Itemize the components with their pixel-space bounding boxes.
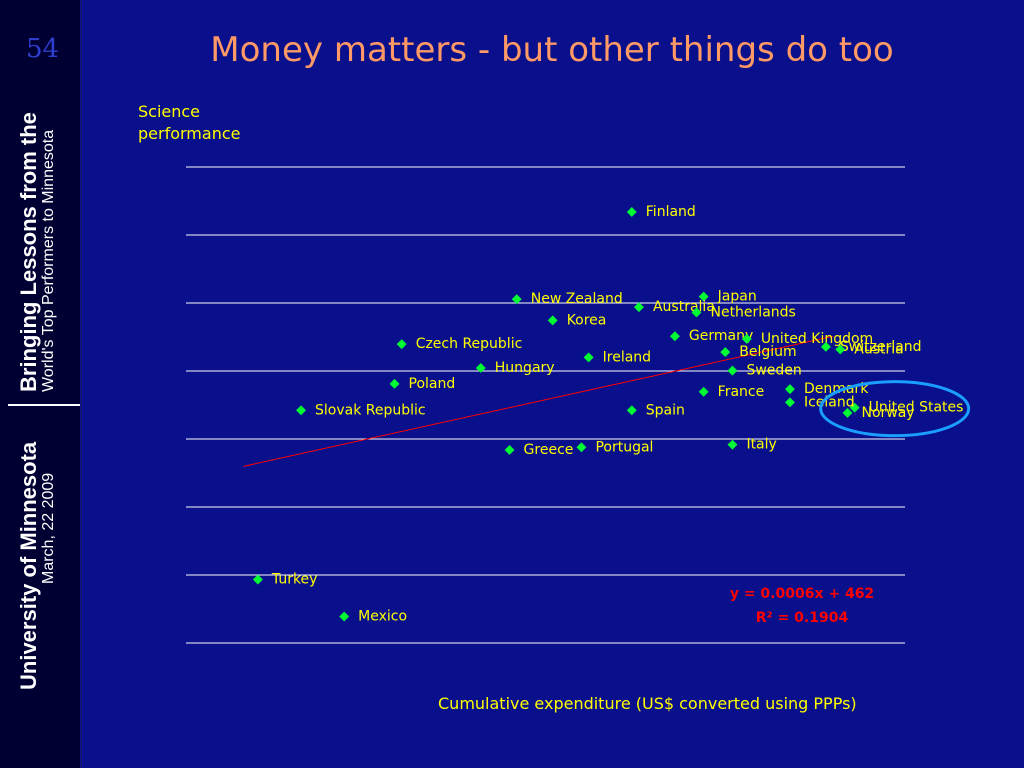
- data-point: [626, 405, 637, 416]
- data-point: [576, 442, 587, 453]
- data-label: Ireland: [603, 349, 651, 365]
- data-label: United States: [869, 400, 964, 416]
- data-point: [511, 294, 522, 305]
- slide-title: Money matters - but other things do too: [210, 30, 894, 70]
- data-point: [296, 405, 306, 416]
- trendline: [243, 335, 834, 467]
- data-point: [583, 352, 594, 363]
- data-label: Mexico: [358, 609, 407, 625]
- data-label: Austria: [854, 341, 903, 357]
- trendline-r2: R² = 0.1904: [756, 610, 849, 626]
- data-label: Czech Republic: [416, 336, 523, 352]
- data-label: Sweden: [746, 363, 801, 379]
- data-point: [842, 407, 853, 418]
- sidebar-separator: [8, 404, 80, 406]
- data-point: [727, 439, 738, 450]
- data-label: Australia: [653, 299, 715, 315]
- slide-number: 54: [26, 34, 60, 64]
- data-point: [669, 331, 680, 342]
- data-label: Turkey: [271, 572, 318, 588]
- data-label: Iceland: [804, 394, 855, 410]
- data-point: [698, 386, 709, 397]
- sidebar: [0, 0, 80, 768]
- data-point: [504, 445, 515, 455]
- x-axis-label: Cumulative expenditure (US$ converted us…: [438, 694, 857, 713]
- data-point: [720, 347, 731, 358]
- data-label: Greece: [524, 442, 574, 458]
- data-point: [252, 574, 263, 585]
- data-label: United Kingdom: [761, 331, 873, 347]
- data-label: Germany: [689, 328, 753, 344]
- data-label: Hungary: [495, 360, 555, 376]
- data-point: [475, 363, 486, 373]
- data-point: [389, 378, 400, 389]
- data-label: Korea: [567, 312, 607, 328]
- data-point: [698, 291, 709, 302]
- data-point: [396, 339, 407, 350]
- data-point: [741, 333, 752, 344]
- data-label: Spain: [646, 402, 685, 418]
- data-point: [849, 402, 860, 413]
- data-label: Japan: [717, 289, 757, 305]
- y-axis-label: Science performance: [138, 101, 268, 145]
- data-point: [626, 207, 637, 217]
- data-label: New Zealand: [531, 291, 623, 307]
- data-point: [835, 344, 846, 355]
- data-label: Finland: [646, 204, 696, 220]
- highlight-ellipse: [819, 380, 971, 438]
- data-label: Slovak Republic: [315, 402, 426, 418]
- data-point: [785, 384, 795, 395]
- trendline-equation: y = 0.0006x + 462: [730, 586, 874, 602]
- data-label: Portugal: [595, 439, 653, 455]
- data-point: [339, 611, 350, 622]
- data-point: [727, 365, 738, 376]
- sidebar-divider: [81, 0, 82, 768]
- data-point: [785, 397, 795, 408]
- data-label: Norway: [861, 405, 914, 421]
- data-label: Poland: [409, 376, 456, 392]
- data-label: France: [718, 384, 765, 400]
- data-point: [820, 341, 831, 352]
- data-point: [691, 307, 702, 318]
- data-label: Switzerland: [840, 339, 922, 355]
- data-point: [634, 302, 644, 313]
- data-label: Belgium: [739, 344, 796, 360]
- y-axis-label-text: Science performance: [138, 102, 241, 143]
- data-point: [547, 315, 558, 326]
- data-label: Italy: [746, 437, 776, 453]
- data-label: Netherlands: [710, 304, 795, 320]
